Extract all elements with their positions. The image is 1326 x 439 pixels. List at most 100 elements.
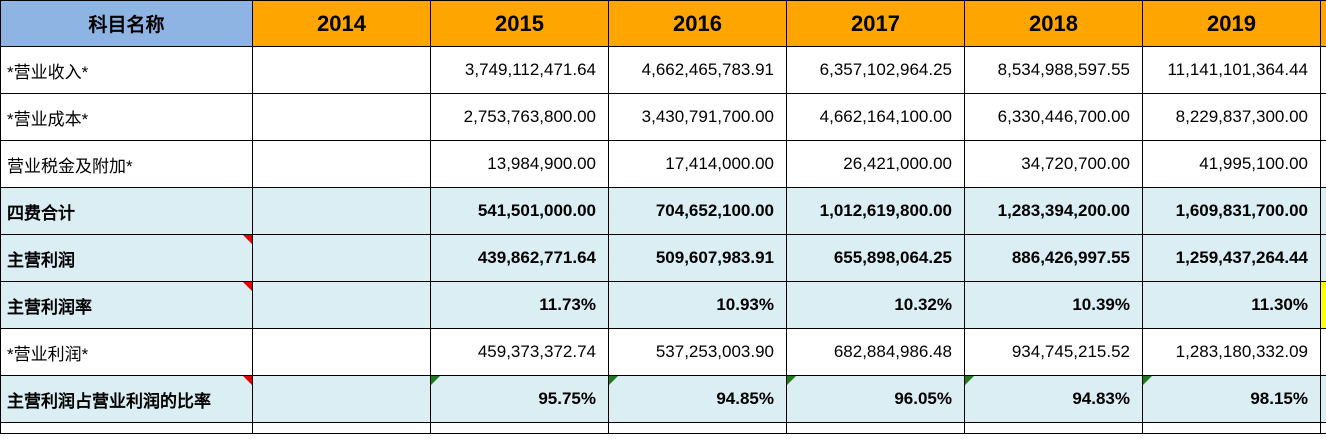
cell-2015[interactable]: 2,753,763,800.00 <box>430 93 609 141</box>
cell-2019[interactable]: 8,229,837,300.00 <box>1142 93 1321 141</box>
cell-2016[interactable]: 17,414,000.00 <box>608 140 787 188</box>
cell-2014[interactable] <box>252 375 431 423</box>
cell-2014[interactable] <box>252 234 431 282</box>
cell-2016[interactable]: 509,607,983.91 <box>608 234 787 282</box>
row-label-cell[interactable]: *营业利润* <box>0 328 253 376</box>
row-label-cell[interactable]: *营业收入* <box>0 46 253 94</box>
cell-next-column-partial <box>1320 93 1326 141</box>
row-label-cell[interactable]: 主营利润占营业利润的比率 <box>0 375 253 423</box>
cell-value: 2,753,763,800.00 <box>463 107 596 126</box>
cell-2018[interactable]: 1,283,394,200.00 <box>964 187 1143 235</box>
row-label-cell[interactable]: *营业成本* <box>0 93 253 141</box>
row-label: 营业税金及附加* <box>7 156 133 176</box>
cell-value: 11.30% <box>1251 295 1308 314</box>
cell-2019[interactable]: 1,609,831,700.00 <box>1142 187 1321 235</box>
table-row: 四费合计 541,501,000.00 704,652,100.00 1,012,61… <box>0 187 1326 235</box>
header-year-2016[interactable]: 2016 <box>608 0 787 47</box>
error-indicator-icon <box>431 376 440 385</box>
cell-2017[interactable]: 1,012,619,800.00 <box>786 187 965 235</box>
cell-2015[interactable]: 439,862,771.64 <box>430 234 609 282</box>
header-year-2014[interactable]: 2014 <box>252 0 431 47</box>
cell-value: 8,534,988,597.55 <box>997 60 1130 79</box>
cell-2016[interactable]: 4,662,465,783.91 <box>608 46 787 94</box>
cell-2016[interactable]: 10.93% <box>608 281 787 329</box>
cell-2017[interactable]: 26,421,000.00 <box>786 140 965 188</box>
cell-2017[interactable]: 10.32% <box>786 281 965 329</box>
cell-2018[interactable]: 8,534,988,597.55 <box>964 46 1143 94</box>
partial-cell <box>1142 422 1321 434</box>
cell-value: 26,421,000.00 <box>843 154 952 173</box>
cell-2018[interactable]: 94.83% <box>964 375 1143 423</box>
cell-2019[interactable]: 98.15% <box>1142 375 1321 423</box>
cell-2019[interactable]: 11,141,101,364.44 <box>1142 46 1321 94</box>
cell-value: 98.15% <box>1250 389 1308 408</box>
cell-value: 41,995,100.00 <box>1199 154 1308 173</box>
row-label-cell[interactable]: 主营利润率 <box>0 281 253 329</box>
cell-2016[interactable]: 3,430,791,700.00 <box>608 93 787 141</box>
cell-2016[interactable]: 704,652,100.00 <box>608 187 787 235</box>
cell-2019[interactable]: 11.30% <box>1142 281 1321 329</box>
error-indicator-icon <box>609 376 618 385</box>
row-label-cell[interactable]: 主营利润 <box>0 234 253 282</box>
cell-2018[interactable]: 10.39% <box>964 281 1143 329</box>
row-label-cell[interactable]: 营业税金及附加* <box>0 140 253 188</box>
cell-value: 1,609,831,700.00 <box>1175 201 1308 220</box>
cell-next-column-partial <box>1320 46 1326 94</box>
cell-value: 6,357,102,964.25 <box>819 60 952 79</box>
cell-2014[interactable] <box>252 93 431 141</box>
cell-2018[interactable]: 934,745,215.52 <box>964 328 1143 376</box>
cell-2017[interactable]: 4,662,164,100.00 <box>786 93 965 141</box>
error-indicator-icon <box>1143 376 1152 385</box>
cell-2014[interactable] <box>252 281 431 329</box>
cell-2016[interactable]: 537,253,003.90 <box>608 328 787 376</box>
header-year-2019[interactable]: 2019 <box>1142 0 1321 47</box>
cell-value: 886,426,997.55 <box>1011 248 1130 267</box>
partial-cell <box>430 422 609 434</box>
row-label: 主营利润 <box>7 250 75 270</box>
cell-2015[interactable]: 13,984,900.00 <box>430 140 609 188</box>
row-label: *营业收入* <box>7 62 89 82</box>
cell-value: 934,745,215.52 <box>1011 342 1130 361</box>
cell-2019[interactable]: 41,995,100.00 <box>1142 140 1321 188</box>
cell-2014[interactable] <box>252 187 431 235</box>
cell-2019[interactable]: 1,259,437,264.44 <box>1142 234 1321 282</box>
row-label: 主营利润率 <box>7 297 92 317</box>
cell-2014[interactable] <box>252 46 431 94</box>
header-subject[interactable]: 科目名称 <box>0 0 253 47</box>
header-row: 科目名称 2014 2015 2016 2017 2018 2019 <box>0 0 1326 47</box>
cell-2014[interactable] <box>252 140 431 188</box>
error-indicator-icon <box>787 376 796 385</box>
comment-indicator-icon <box>243 235 252 244</box>
cell-value: 11,141,101,364.44 <box>1167 60 1308 79</box>
cell-2017[interactable]: 6,357,102,964.25 <box>786 46 965 94</box>
cell-value: 10.93% <box>716 295 774 314</box>
cell-2015[interactable]: 541,501,000.00 <box>430 187 609 235</box>
cell-2015[interactable]: 459,373,372.74 <box>430 328 609 376</box>
cell-next-column-partial <box>1320 140 1326 188</box>
cell-2019[interactable]: 1,283,180,332.09 <box>1142 328 1321 376</box>
cell-2018[interactable]: 6,330,446,700.00 <box>964 93 1143 141</box>
cell-2016[interactable]: 94.85% <box>608 375 787 423</box>
cell-value: 94.83% <box>1072 389 1130 408</box>
cell-value: 704,652,100.00 <box>655 201 774 220</box>
cell-2018[interactable]: 34,720,700.00 <box>964 140 1143 188</box>
cell-2017[interactable]: 655,898,064.25 <box>786 234 965 282</box>
partial-bottom-row <box>0 422 1326 434</box>
header-year-2015[interactable]: 2015 <box>430 0 609 47</box>
cell-value: 11.73% <box>539 295 596 314</box>
header-year-2017[interactable]: 2017 <box>786 0 965 47</box>
cell-2015[interactable]: 3,749,112,471.64 <box>430 46 609 94</box>
cell-2018[interactable]: 886,426,997.55 <box>964 234 1143 282</box>
header-year-2018[interactable]: 2018 <box>964 0 1143 47</box>
row-label-cell[interactable]: 四费合计 <box>0 187 253 235</box>
cell-value: 94.85% <box>716 389 774 408</box>
partial-cell <box>252 422 431 434</box>
partial-cell <box>0 422 253 434</box>
cell-2017[interactable]: 96.05% <box>786 375 965 423</box>
cell-2015[interactable]: 11.73% <box>430 281 609 329</box>
cell-2015[interactable]: 95.75% <box>430 375 609 423</box>
cell-2014[interactable] <box>252 328 431 376</box>
cell-2017[interactable]: 682,884,986.48 <box>786 328 965 376</box>
